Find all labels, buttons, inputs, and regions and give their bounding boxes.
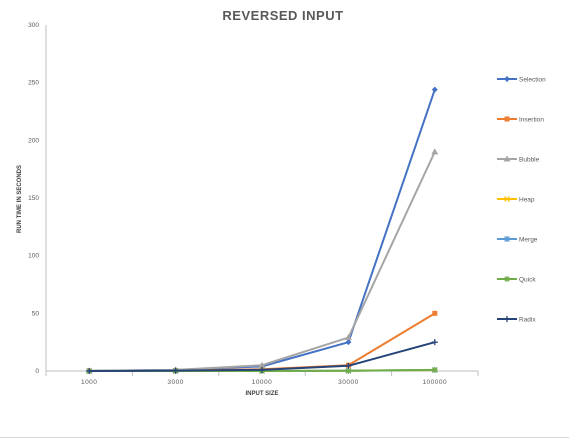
x-tick-label: 1000 bbox=[81, 379, 97, 386]
data-point-bubble bbox=[344, 334, 352, 341]
x-tick-label: 3000 bbox=[167, 379, 183, 386]
legend-marker-bubble bbox=[503, 155, 511, 162]
legend-item-radix: Radix bbox=[497, 316, 536, 324]
series-bubble bbox=[85, 148, 439, 374]
data-point-bubble bbox=[431, 148, 439, 155]
data-point-selection bbox=[431, 86, 438, 93]
legend: Selection Insertion Bubble Heap Merge Quick Ra… bbox=[497, 76, 546, 324]
series-radix bbox=[86, 339, 438, 374]
data-point-bubble bbox=[258, 361, 266, 368]
x-axis-label: INPUT SIZE bbox=[245, 391, 278, 397]
legend-marker-insertion bbox=[504, 116, 510, 122]
data-point-radix bbox=[345, 362, 352, 369]
bottom-divider bbox=[0, 437, 569, 438]
x-tick-label: 30000 bbox=[338, 379, 359, 386]
legend-item-merge: Merge bbox=[497, 236, 538, 244]
legend-item-quick: Quick bbox=[497, 276, 536, 284]
legend-label-quick: Quick bbox=[519, 277, 536, 284]
y-tick-label: 100 bbox=[28, 253, 39, 260]
plot-area: 0 50 100 150 200 250 300 1000 3000 10000 30000 1000… bbox=[28, 22, 479, 386]
y-tick-label: 50 bbox=[32, 310, 40, 317]
legend-label-radix: Radix bbox=[519, 317, 536, 324]
data-point-radix bbox=[259, 366, 265, 373]
legend-marker-heap bbox=[504, 196, 510, 202]
chart-title: REVERSED INPUT bbox=[222, 8, 343, 23]
x-tick-label: 10000 bbox=[252, 379, 273, 386]
legend-label-bubble: Bubble bbox=[519, 157, 540, 164]
data-point-radix bbox=[172, 367, 179, 374]
series-line-bubble bbox=[89, 151, 436, 372]
legend-marker-merge bbox=[504, 236, 510, 242]
legend-item-heap: Heap bbox=[497, 196, 535, 204]
data-point-insertion bbox=[432, 310, 438, 316]
data-point-quick bbox=[431, 366, 438, 373]
x-tick-label: 100000 bbox=[422, 379, 447, 386]
legend-label-selection: Selection bbox=[519, 77, 546, 84]
y-axis-label: RUN TIME IN SECONDS bbox=[17, 165, 23, 233]
series-line-selection bbox=[89, 89, 436, 372]
legend-label-heap: Heap bbox=[519, 197, 535, 204]
y-tick-label: 300 bbox=[28, 22, 39, 29]
data-point-radix bbox=[86, 367, 93, 374]
legend-item-bubble: Bubble bbox=[497, 155, 540, 164]
y-tick-label: 0 bbox=[35, 368, 39, 375]
legend-marker-selection bbox=[504, 76, 510, 82]
data-point-radix bbox=[431, 339, 438, 346]
data-point-selection bbox=[345, 339, 352, 346]
y-tick-label: 250 bbox=[28, 80, 39, 87]
series-selection bbox=[86, 86, 438, 374]
legend-item-insertion: Insertion bbox=[497, 116, 544, 124]
legend-marker-radix bbox=[504, 316, 510, 322]
legend-item-selection: Selection bbox=[497, 76, 546, 84]
legend-label-merge: Merge bbox=[519, 237, 538, 244]
legend-label-insertion: Insertion bbox=[519, 117, 544, 124]
y-tick-label: 200 bbox=[28, 137, 39, 144]
y-tick-label: 150 bbox=[28, 195, 39, 202]
legend-marker-quick bbox=[504, 276, 510, 282]
data-point-quick bbox=[345, 367, 352, 374]
